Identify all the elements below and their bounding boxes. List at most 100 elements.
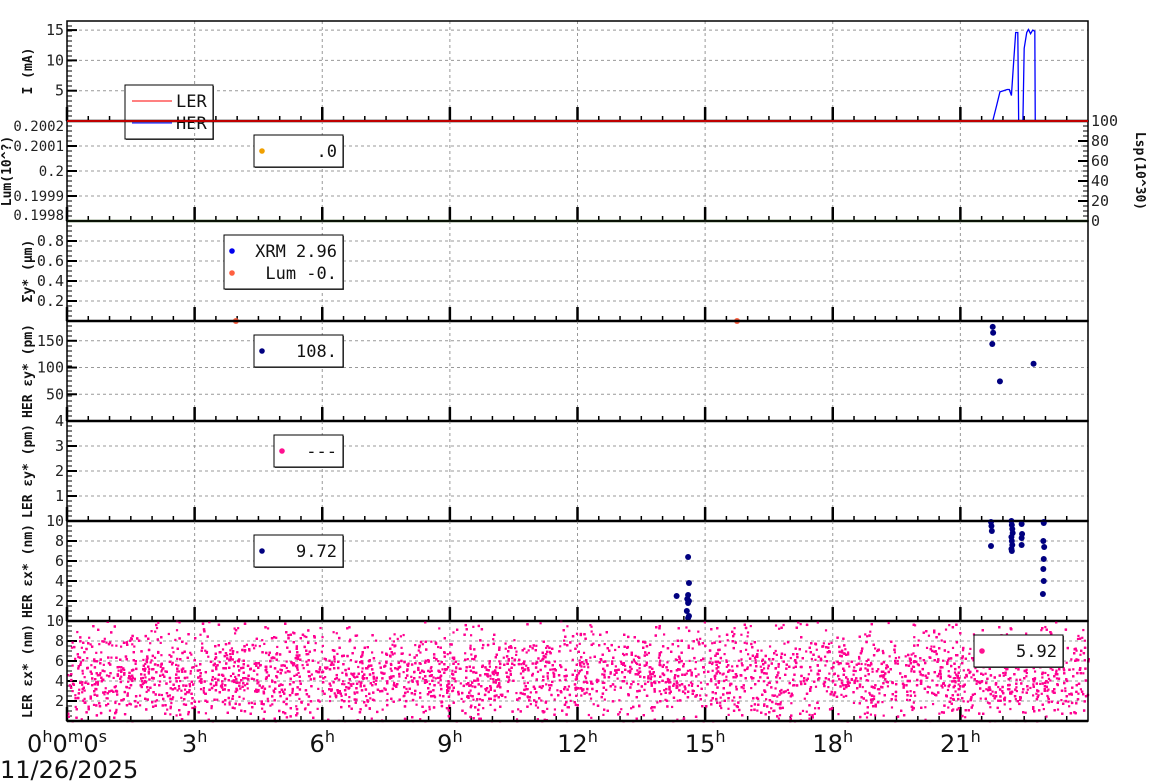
data-point (966, 700, 970, 703)
data-point (814, 685, 818, 688)
data-point (71, 689, 74, 693)
data-point (840, 651, 843, 654)
data-point (472, 698, 475, 701)
data-point (619, 660, 623, 663)
data-point (940, 639, 943, 642)
data-point (389, 667, 392, 670)
data-point (432, 676, 435, 679)
data-point (304, 707, 307, 710)
data-point (335, 696, 338, 699)
data-point (482, 707, 485, 710)
data-point (295, 705, 298, 708)
data-point (674, 658, 677, 661)
data-point (177, 664, 180, 667)
data-point (195, 664, 198, 667)
data-point (872, 697, 876, 701)
data-point (1056, 708, 1060, 711)
y-axis-label: LER εx* (nm) (21, 624, 36, 718)
data-point (725, 675, 728, 678)
data-point (71, 641, 74, 644)
data-point (103, 693, 106, 696)
data-point (777, 665, 780, 668)
data-point (774, 702, 778, 705)
data-point (515, 718, 519, 721)
data-point (365, 694, 368, 698)
data-point (283, 688, 286, 691)
data-point (81, 672, 84, 675)
data-point (187, 713, 190, 716)
data-point (1029, 686, 1032, 690)
data-point (710, 699, 713, 702)
data-point (582, 662, 585, 665)
data-point (233, 627, 236, 630)
data-point (142, 658, 145, 662)
data-point (355, 698, 358, 701)
y-tick-label: 10 (46, 51, 64, 69)
data-point (114, 700, 117, 703)
data-point (727, 707, 730, 710)
data-point (569, 699, 572, 702)
data-point (341, 680, 345, 683)
data-point (766, 683, 769, 687)
data-point (954, 681, 957, 684)
data-point (857, 655, 861, 659)
data-point (1014, 667, 1018, 670)
data-point (333, 692, 336, 695)
data-point (374, 639, 378, 642)
data-point (183, 688, 187, 691)
data-point (551, 668, 554, 671)
data-point (400, 646, 403, 649)
data-point (253, 647, 256, 650)
data-point (913, 624, 917, 627)
data-point (662, 633, 666, 636)
data-point (174, 638, 177, 642)
data-point (401, 652, 404, 655)
data-point (864, 674, 867, 677)
data-point (378, 662, 381, 665)
data-point (725, 659, 728, 662)
data-point (185, 642, 188, 645)
data-point (359, 683, 362, 686)
data-point (865, 659, 868, 663)
data-point (666, 677, 669, 681)
data-point (436, 645, 440, 649)
data-point (410, 675, 413, 678)
data-point (740, 658, 743, 661)
data-point (71, 664, 74, 667)
y-tick-label: 8 (55, 632, 64, 650)
data-point (1002, 674, 1005, 677)
data-point (982, 689, 985, 693)
data-point (347, 681, 350, 685)
data-point (469, 634, 473, 637)
data-point (691, 682, 694, 685)
data-point (592, 633, 595, 636)
data-point (1025, 671, 1028, 675)
data-point (155, 699, 159, 702)
data-point (325, 667, 328, 670)
data-point (144, 662, 147, 666)
data-point (88, 636, 91, 639)
legend-label: .0 (317, 142, 337, 162)
data-point (778, 677, 782, 680)
data-point (658, 661, 661, 664)
data-point (675, 658, 679, 662)
data-point (740, 662, 743, 665)
data-point (664, 698, 667, 701)
data-point (731, 665, 734, 668)
data-point (562, 639, 566, 642)
data-point (238, 681, 241, 684)
data-point (407, 681, 410, 684)
data-point (871, 667, 874, 670)
data-point (372, 680, 375, 684)
data-point (352, 682, 355, 685)
data-point (437, 660, 440, 663)
data-point (878, 692, 881, 695)
data-point (941, 666, 944, 669)
data-point (243, 689, 246, 692)
data-point (489, 703, 492, 706)
data-point (636, 669, 639, 672)
data-point (182, 703, 185, 706)
data-point (107, 702, 110, 706)
data-point (888, 655, 891, 658)
